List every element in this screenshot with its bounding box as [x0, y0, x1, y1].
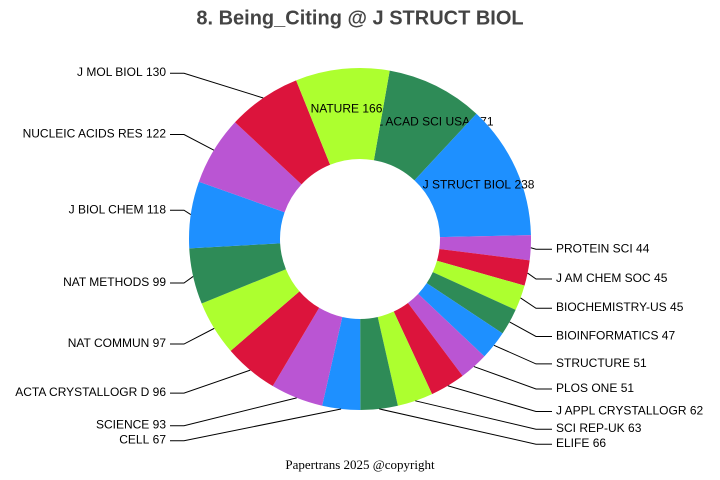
slice: [201, 269, 300, 351]
slice-label: SCIENCE 93: [96, 418, 166, 432]
label-value: 47: [662, 329, 676, 343]
label-name: J AM CHEM SOC: [556, 271, 651, 285]
slice-label: NATURE 166: [311, 102, 383, 116]
slice: [426, 272, 516, 334]
slice-label: NUCLEIC ACIDS RES 122: [23, 127, 167, 141]
slice: [198, 122, 302, 213]
slice-label: SCI REP-UK 63: [556, 421, 642, 435]
slice-label: ELIFE 66: [556, 436, 606, 450]
label-value: 62: [690, 404, 704, 418]
label-name: PLOS ONE: [556, 381, 617, 395]
label-value: 97: [153, 336, 167, 350]
leader-line: [509, 321, 552, 337]
label-value: 166: [362, 102, 382, 116]
slice-label: NAT COMMUN 97: [68, 336, 167, 350]
label-value: 45: [654, 271, 668, 285]
label-name: J BIOL CHEM: [69, 202, 144, 216]
leader-line: [493, 344, 552, 365]
leader-line: [527, 272, 552, 280]
label-value: 93: [153, 418, 167, 432]
label-name: ACTA CRYSTALLOGR D: [15, 385, 149, 399]
slice: [296, 68, 390, 165]
slice-label: J MOL BIOL 130: [77, 65, 166, 79]
leader-line: [170, 276, 194, 284]
slice-label: CELL 67: [119, 433, 166, 447]
slice: [373, 70, 477, 181]
slice-label: ACTA CRYSTALLOGR D 96: [15, 385, 166, 399]
label-name: BIOCHEMISTRY-US: [556, 300, 667, 314]
slice-label: NAT METHODS 99: [63, 275, 166, 289]
leader-line: [520, 297, 552, 309]
slice: [377, 311, 433, 406]
label-name: J STRUCT BIOL: [423, 178, 512, 192]
slice: [189, 181, 285, 249]
leader-line: [379, 408, 552, 445]
label-value: 51: [633, 356, 647, 370]
label-name: PROTEIN SCI: [556, 241, 633, 255]
label-value: 45: [670, 300, 684, 314]
slice-label: J APPL CRYSTALLOGR 62: [556, 404, 704, 418]
slice: [272, 307, 343, 406]
label-name: BIOINFORMATICS: [556, 329, 658, 343]
label-name: NUCLEIC ACIDS RES: [23, 127, 143, 141]
footer: Papertrans 2025 @copyright: [285, 457, 435, 472]
label-name: NAT METHODS: [63, 275, 149, 289]
slice: [189, 243, 286, 304]
leader-line: [530, 247, 552, 250]
leader-line: [170, 369, 251, 394]
slice: [393, 303, 463, 395]
slice: [432, 260, 525, 310]
slice-label: J AM CHEM SOC 45: [556, 271, 668, 285]
leader-line: [170, 209, 192, 215]
label-value: 130: [146, 65, 166, 79]
slice-label: PROTEIN SCI 44: [556, 241, 650, 255]
slice: [414, 113, 531, 238]
label-name: SCIENCE: [96, 418, 149, 432]
slice: [407, 293, 485, 376]
leader-line: [447, 385, 552, 412]
label-value: 118: [147, 202, 166, 216]
slice-label: BIOCHEMISTRY-US 45: [556, 300, 684, 314]
chart-title: 8. Being_Citing @ J STRUCT BIOL: [196, 7, 523, 29]
label-value: 67: [153, 433, 167, 447]
slice: [439, 235, 531, 261]
label-name: NATURE: [311, 102, 359, 116]
slice: [230, 291, 320, 387]
leader-line: [415, 400, 552, 430]
leader-line: [473, 366, 552, 390]
label-value: 99: [153, 275, 167, 289]
label-name: STRUCTURE: [556, 356, 630, 370]
label-value: 51: [621, 381, 635, 395]
label-value: 96: [153, 385, 167, 399]
slice-label: STRUCTURE 51: [556, 356, 647, 370]
slice-label: J BIOL CHEM 118: [69, 202, 167, 216]
label-value: 66: [593, 436, 607, 450]
slice-label: PLOS ONE 51: [556, 381, 634, 395]
label-value: 122: [146, 127, 166, 141]
label-name: NAT COMMUN: [68, 336, 150, 350]
leader-line: [170, 397, 297, 427]
slice-label: J STRUCT BIOL 238: [423, 178, 535, 192]
slice: [436, 248, 530, 286]
leader-line: [170, 72, 264, 99]
slice: [235, 80, 331, 185]
slice: [418, 283, 503, 357]
leader-line: [170, 327, 215, 345]
label-name: J APPL CRYSTALLOGR: [556, 404, 687, 418]
label-name: ELIFE: [556, 436, 589, 450]
slice: [360, 317, 398, 410]
label-name: CELL: [119, 433, 149, 447]
leader-line: [170, 134, 215, 151]
slice: [322, 317, 361, 410]
label-value: 63: [628, 421, 642, 435]
label-name: SCI REP-UK: [556, 421, 625, 435]
slice-label: BIOINFORMATICS 47: [556, 329, 675, 343]
label-value: 238: [514, 178, 534, 192]
leader-line: [170, 408, 342, 442]
label-name: J MOL BIOL: [77, 65, 143, 79]
label-value: 44: [636, 241, 650, 255]
